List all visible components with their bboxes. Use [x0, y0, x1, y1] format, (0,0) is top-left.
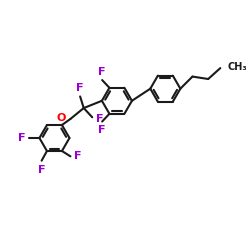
Text: F: F — [98, 125, 106, 135]
Text: F: F — [76, 82, 84, 92]
Text: F: F — [38, 164, 45, 174]
Text: F: F — [74, 151, 81, 161]
Text: CH₃: CH₃ — [227, 62, 247, 72]
Text: F: F — [96, 114, 103, 124]
Text: F: F — [98, 67, 106, 77]
Text: O: O — [57, 113, 66, 123]
Text: F: F — [18, 133, 26, 143]
